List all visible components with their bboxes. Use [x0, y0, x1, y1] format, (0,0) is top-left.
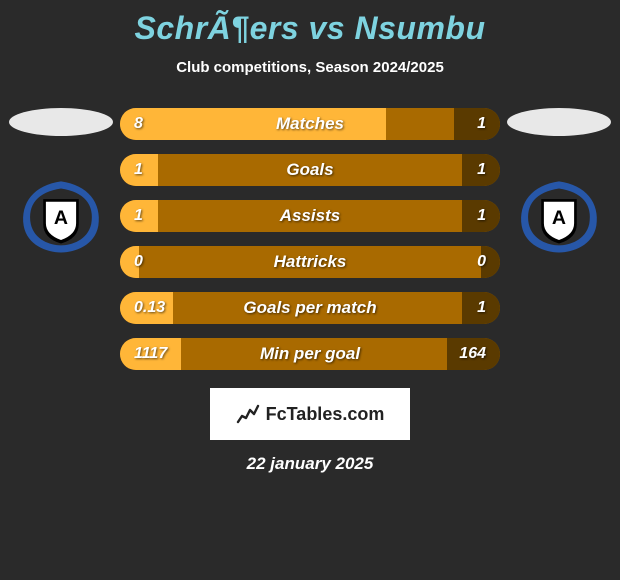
left-column: A	[6, 108, 116, 256]
footer-brand-box[interactable]: FcTables.com	[210, 388, 410, 440]
stat-label: Goals	[194, 160, 426, 180]
stat-row: 0.13Goals per match1	[120, 292, 500, 324]
stats-column: 8Matches11Goals11Assists10Hattricks00.13…	[116, 108, 504, 370]
chart-icon	[236, 402, 260, 426]
stat-value-right: 1	[426, 299, 486, 317]
stat-value-left: 0	[134, 253, 194, 271]
stat-value-right: 1	[426, 207, 486, 225]
stat-row: 0Hattricks0	[120, 246, 500, 278]
player-photo-right	[507, 108, 611, 136]
comparison-grid: A 8Matches11Goals11Assists10Hattricks00.…	[0, 108, 620, 370]
footer-date: 22 january 2025	[0, 454, 620, 474]
right-column: A	[504, 108, 614, 256]
stat-label: Min per goal	[194, 344, 426, 364]
stat-row: 1Goals1	[120, 154, 500, 186]
stat-value-left: 0.13	[134, 299, 194, 317]
page-title: SchrÃ¶ers vs Nsumbu	[0, 0, 620, 47]
stat-row: 1Assists1	[120, 200, 500, 232]
stat-value-left: 1	[134, 207, 194, 225]
page-subtitle: Club competitions, Season 2024/2025	[0, 59, 620, 76]
stat-row: 8Matches1	[120, 108, 500, 140]
stat-label: Assists	[194, 206, 426, 226]
svg-text:A: A	[54, 207, 68, 229]
stat-value-right: 1	[426, 115, 486, 133]
stat-value-left: 1	[134, 161, 194, 179]
club-crest-right: A	[514, 176, 604, 256]
stat-label: Goals per match	[194, 298, 426, 318]
stat-label: Matches	[194, 114, 426, 134]
stat-value-left: 1117	[134, 345, 194, 363]
stat-value-left: 8	[134, 115, 194, 133]
stat-value-right: 1	[426, 161, 486, 179]
stat-value-right: 164	[426, 345, 486, 363]
stat-row: 1117Min per goal164	[120, 338, 500, 370]
stat-label: Hattricks	[194, 252, 426, 272]
stat-value-right: 0	[426, 253, 486, 271]
footer-brand-text: FcTables.com	[266, 404, 385, 425]
svg-text:A: A	[552, 207, 566, 229]
player-photo-left	[9, 108, 113, 136]
club-crest-left: A	[16, 176, 106, 256]
